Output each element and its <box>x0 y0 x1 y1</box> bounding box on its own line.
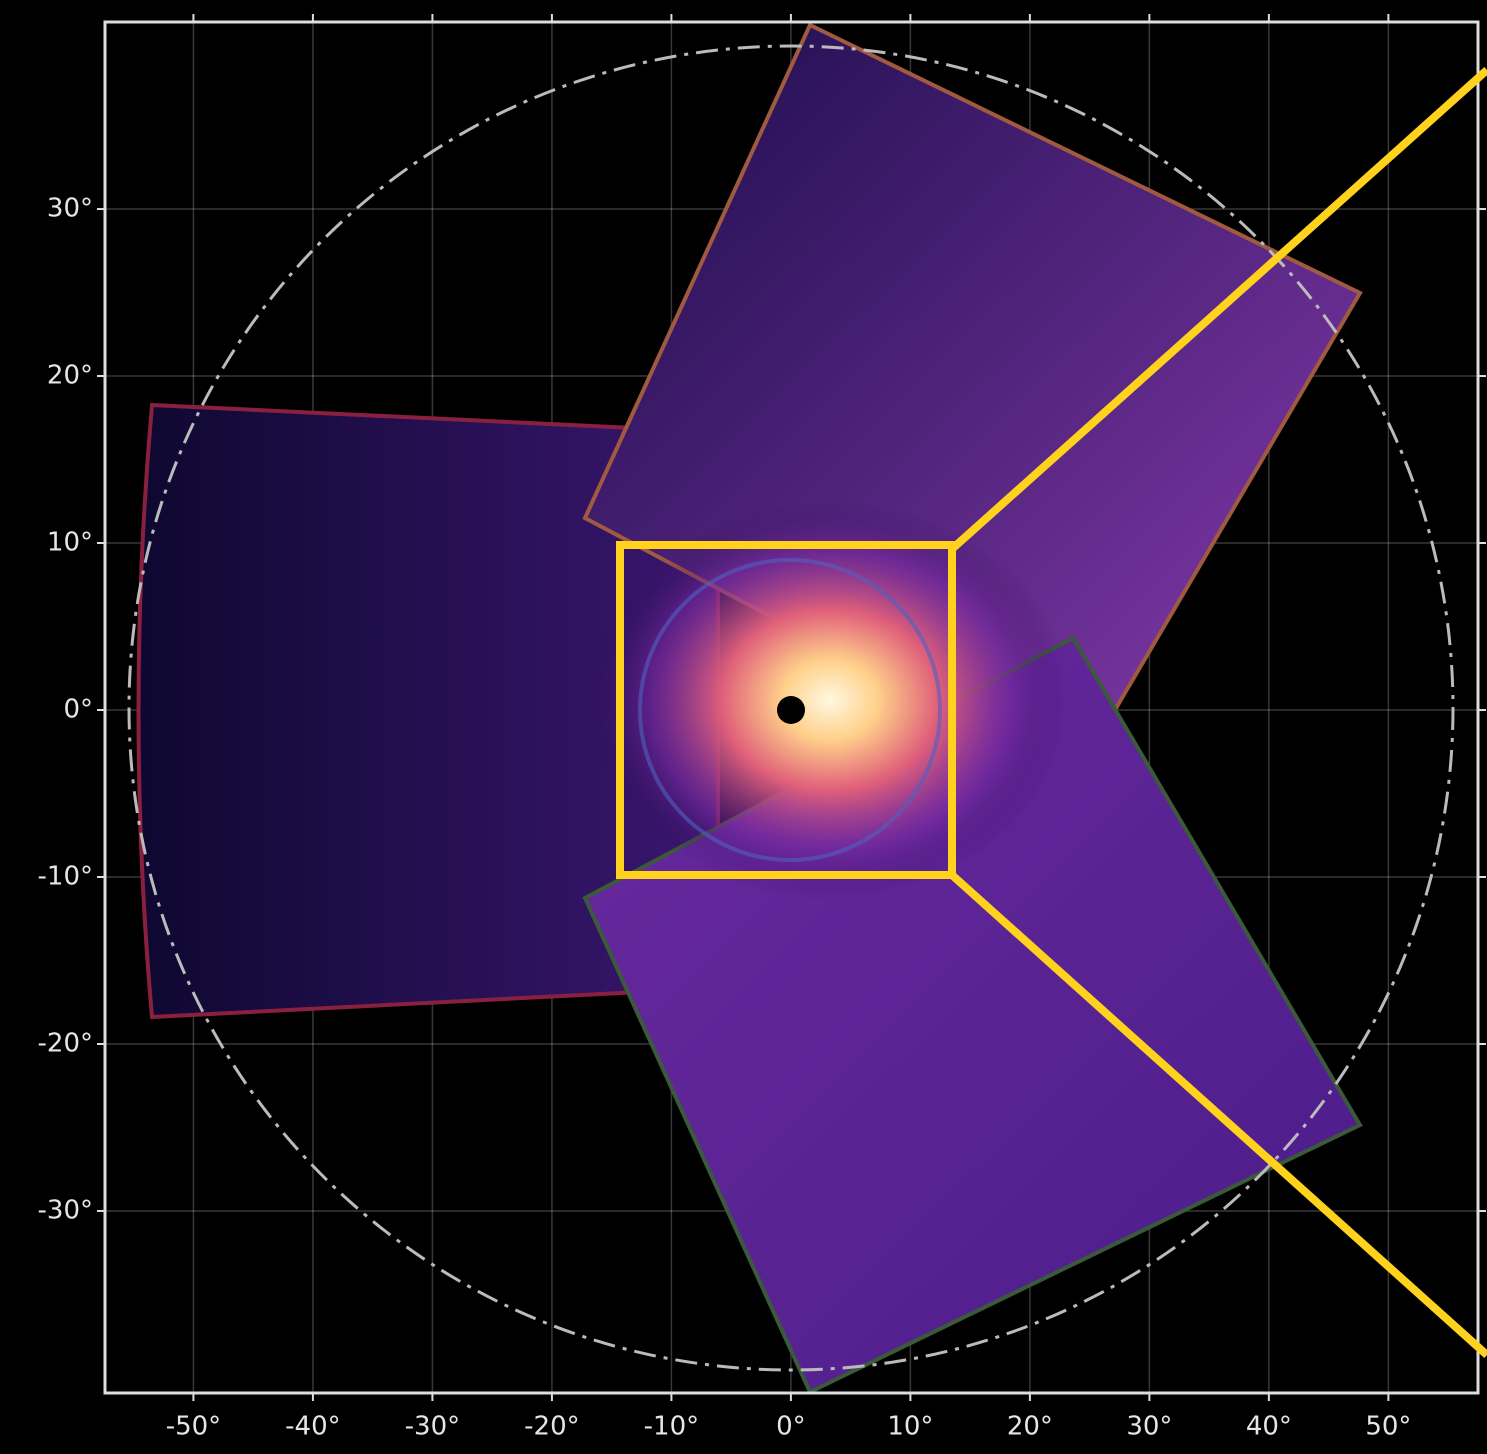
plot-area <box>105 22 1478 1393</box>
x-tick-label: 50° <box>1365 1412 1411 1442</box>
x-tick-label: 0° <box>776 1412 806 1442</box>
x-tick-label: -50° <box>166 1412 221 1442</box>
y-tick-label: -20° <box>38 1028 93 1058</box>
y-tick-label: 30° <box>47 194 93 224</box>
x-tick-label: 20° <box>1007 1412 1053 1442</box>
y-tick-label: 20° <box>47 361 93 391</box>
chart: -50° -40° -30° -20° -10° 0° 10° 20° 30° 40° 50° -30… <box>0 0 1487 1454</box>
y-tick-label: -10° <box>38 861 93 891</box>
x-tick-label: 40° <box>1246 1412 1292 1442</box>
x-tick-label: -30° <box>405 1412 460 1442</box>
y-tick-label: 10° <box>47 528 93 558</box>
occulter <box>777 696 805 724</box>
x-tick-label: -20° <box>524 1412 579 1442</box>
y-tick-label: -30° <box>38 1195 93 1225</box>
y-tick-label: 0° <box>63 695 93 725</box>
x-tick-label: 30° <box>1126 1412 1172 1442</box>
x-tick-label: -40° <box>285 1412 340 1442</box>
sun-glow <box>590 500 1070 900</box>
x-tick-label: 10° <box>887 1412 933 1442</box>
x-tick-label: -10° <box>644 1412 699 1442</box>
